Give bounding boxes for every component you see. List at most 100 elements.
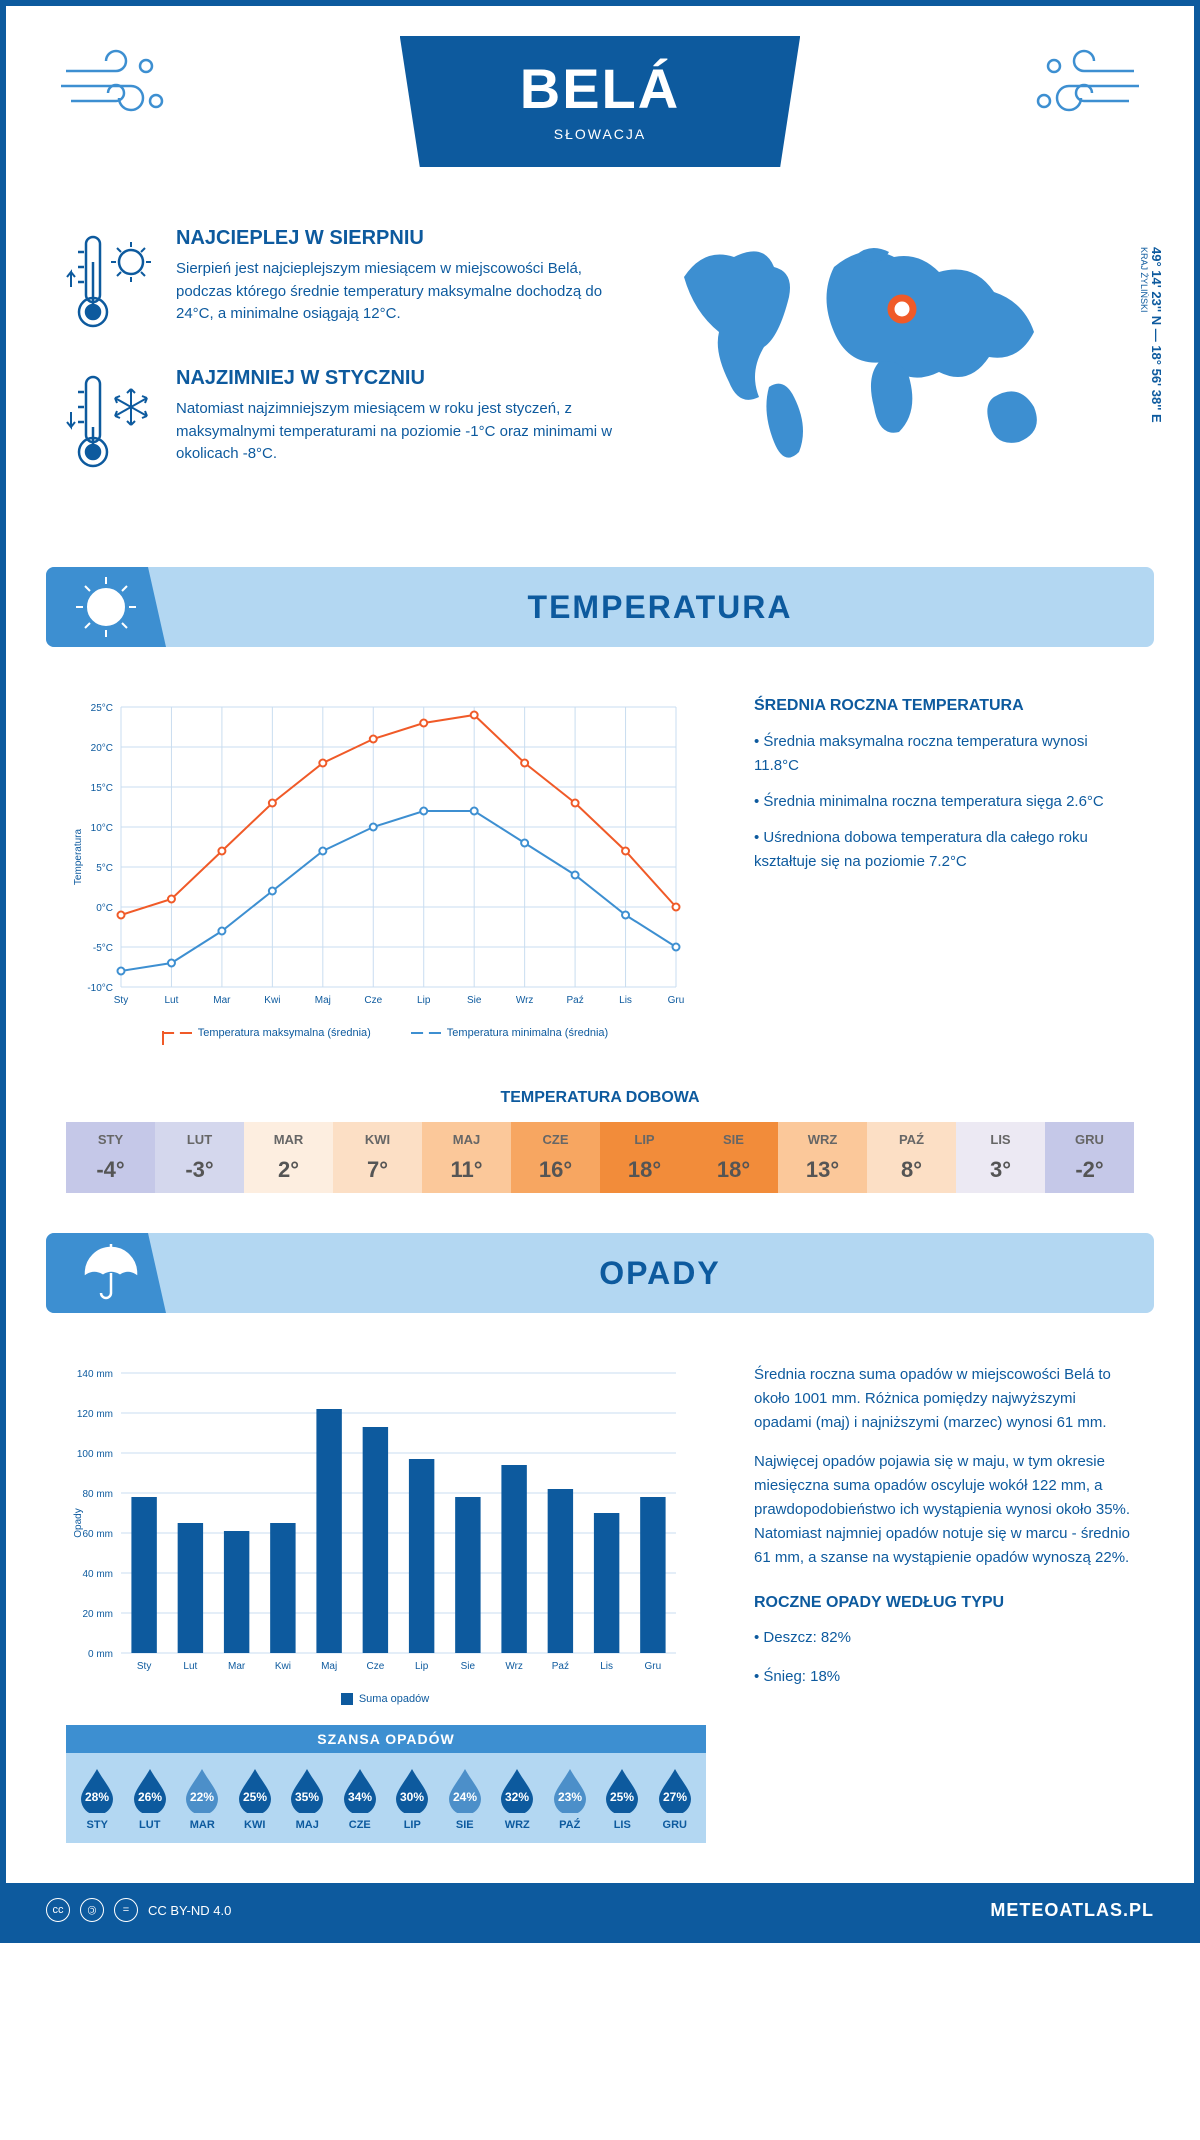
svg-text:Sty: Sty bbox=[114, 995, 128, 1006]
footer: cc 🄯 = CC BY-ND 4.0 METEOATLAS.PL bbox=[6, 1883, 1194, 1937]
daily-title: TEMPERATURA DOBOWA bbox=[6, 1089, 1194, 1107]
daily-cell: KWI7° bbox=[333, 1122, 422, 1193]
wind-icon bbox=[1024, 46, 1144, 126]
daily-cell: LIP18° bbox=[600, 1122, 689, 1193]
svg-text:27%: 27% bbox=[663, 1790, 687, 1804]
info-left: NAJCIEPLEJ W SIERPNIU Sierpień jest najc… bbox=[66, 227, 614, 507]
city-name: BELÁ bbox=[520, 56, 680, 121]
world-map-icon bbox=[654, 227, 1114, 477]
footer-license: cc 🄯 = CC BY-ND 4.0 bbox=[46, 1898, 231, 1922]
svg-text:25%: 25% bbox=[243, 1790, 267, 1804]
coordinates: 49° 14' 23'' N — 18° 56' 38'' E KRAJ ŻYL… bbox=[1139, 247, 1164, 423]
svg-text:Lip: Lip bbox=[417, 995, 431, 1006]
svg-text:15°C: 15°C bbox=[91, 783, 113, 794]
daily-cell: STY-4° bbox=[66, 1122, 155, 1193]
chance-cell: 26% LUT bbox=[124, 1765, 177, 1831]
svg-text:25°C: 25°C bbox=[91, 703, 113, 714]
svg-text:0 mm: 0 mm bbox=[88, 1649, 113, 1660]
thermometer-sun-icon bbox=[66, 227, 156, 337]
precip-p2: Najwięcej opadów pojawia się w maju, w t… bbox=[754, 1450, 1134, 1570]
warmest-title: NAJCIEPLEJ W SIERPNIU bbox=[176, 227, 614, 250]
precipitation-chart: 0 mm20 mm40 mm60 mm80 mm100 mm120 mm140 … bbox=[66, 1363, 704, 1705]
daily-cell: MAR2° bbox=[244, 1122, 333, 1193]
nd-icon: = bbox=[114, 1898, 138, 1922]
svg-text:Wrz: Wrz bbox=[516, 995, 534, 1006]
section-title: OPADY bbox=[166, 1255, 1154, 1292]
temp-info-b3: • Uśredniona dobowa temperatura dla całe… bbox=[754, 826, 1134, 874]
svg-text:Paź: Paź bbox=[566, 995, 583, 1006]
chance-title: SZANSA OPADÓW bbox=[66, 1725, 706, 1753]
section-header-temp: TEMPERATURA bbox=[46, 567, 1154, 647]
svg-text:Temperatura: Temperatura bbox=[73, 828, 84, 885]
svg-text:Maj: Maj bbox=[321, 1661, 337, 1672]
svg-text:Cze: Cze bbox=[366, 1661, 384, 1672]
svg-text:Gru: Gru bbox=[668, 995, 685, 1006]
svg-text:Gru: Gru bbox=[645, 1661, 662, 1672]
warmest-block: NAJCIEPLEJ W SIERPNIU Sierpień jest najc… bbox=[66, 227, 614, 337]
svg-text:Sty: Sty bbox=[137, 1661, 151, 1672]
svg-text:26%: 26% bbox=[138, 1790, 162, 1804]
by-icon: 🄯 bbox=[80, 1898, 104, 1922]
chance-cell: 32% WRZ bbox=[491, 1765, 544, 1831]
precip-info: Średnia roczna suma opadów w miejscowośc… bbox=[754, 1363, 1134, 1705]
svg-text:Lut: Lut bbox=[165, 995, 179, 1006]
svg-text:30%: 30% bbox=[400, 1790, 424, 1804]
svg-text:35%: 35% bbox=[295, 1790, 319, 1804]
chance-box: SZANSA OPADÓW 28% STY 26% LUT 22% MAR bbox=[66, 1725, 706, 1843]
title-banner: BELÁ SŁOWACJA bbox=[400, 36, 800, 167]
daily-cell: SIE18° bbox=[689, 1122, 778, 1193]
wind-icon bbox=[56, 46, 176, 126]
svg-text:20 mm: 20 mm bbox=[82, 1609, 113, 1620]
section-title: TEMPERATURA bbox=[166, 589, 1154, 626]
temp-content: -10°C-5°C0°C5°C10°C15°C20°C25°CStyLutMar… bbox=[6, 667, 1194, 1069]
svg-text:28%: 28% bbox=[85, 1790, 109, 1804]
precip-content: 0 mm20 mm40 mm60 mm80 mm100 mm120 mm140 … bbox=[6, 1333, 1194, 1725]
svg-text:40 mm: 40 mm bbox=[82, 1569, 113, 1580]
svg-text:24%: 24% bbox=[453, 1790, 477, 1804]
svg-text:Maj: Maj bbox=[315, 995, 331, 1006]
precip-type-title: ROCZNE OPADY WEDŁUG TYPU bbox=[754, 1590, 1134, 1616]
svg-text:34%: 34% bbox=[348, 1790, 372, 1804]
svg-text:25%: 25% bbox=[610, 1790, 634, 1804]
svg-text:Cze: Cze bbox=[364, 995, 382, 1006]
coldest-text: Natomiast najzimniejszym miesiącem w rok… bbox=[176, 398, 614, 466]
chance-cell: 35% MAJ bbox=[281, 1765, 334, 1831]
svg-text:Lis: Lis bbox=[600, 1661, 613, 1672]
header: BELÁ SŁOWACJA bbox=[6, 6, 1194, 207]
country-name: SŁOWACJA bbox=[520, 126, 680, 142]
temp-info-title: ŚREDNIA ROCZNA TEMPERATURA bbox=[754, 697, 1134, 715]
daily-cell: PAŹ8° bbox=[867, 1122, 956, 1193]
daily-cell: LUT-3° bbox=[155, 1122, 244, 1193]
page: BELÁ SŁOWACJA NAJCIEPLEJ W SIERPNIU Sier… bbox=[0, 0, 1200, 1943]
svg-text:Sie: Sie bbox=[467, 995, 482, 1006]
temp-info: ŚREDNIA ROCZNA TEMPERATURA • Średnia mak… bbox=[754, 697, 1134, 1039]
svg-text:Lut: Lut bbox=[183, 1661, 197, 1672]
svg-text:60 mm: 60 mm bbox=[82, 1529, 113, 1540]
chance-cell: 25% KWI bbox=[229, 1765, 282, 1831]
sun-icon bbox=[46, 567, 166, 647]
precip-rain: • Deszcz: 82% bbox=[754, 1626, 1134, 1650]
daily-cell: CZE16° bbox=[511, 1122, 600, 1193]
svg-text:32%: 32% bbox=[505, 1790, 529, 1804]
svg-text:Opady: Opady bbox=[73, 1508, 84, 1537]
chance-cell: 27% GRU bbox=[649, 1765, 702, 1831]
svg-text:Mar: Mar bbox=[228, 1661, 246, 1672]
warmest-text: Sierpień jest najcieplejszym miesiącem w… bbox=[176, 258, 614, 326]
daily-table: STY-4° LUT-3° MAR2° KWI7° MAJ11° CZE16° … bbox=[66, 1122, 1134, 1193]
chance-cell: 23% PAŹ bbox=[544, 1765, 597, 1831]
chance-cell: 34% CZE bbox=[334, 1765, 387, 1831]
svg-text:Lis: Lis bbox=[619, 995, 632, 1006]
daily-cell: WRZ13° bbox=[778, 1122, 867, 1193]
umbrella-icon bbox=[46, 1233, 166, 1313]
chance-cell: 22% MAR bbox=[176, 1765, 229, 1831]
daily-cell: MAJ11° bbox=[422, 1122, 511, 1193]
coldest-block: NAJZIMNIEJ W STYCZNIU Natomiast najzimni… bbox=[66, 367, 614, 477]
temp-legend: Temperatura maksymalna (średnia) Tempera… bbox=[66, 1027, 704, 1039]
svg-text:0°C: 0°C bbox=[96, 903, 113, 914]
svg-text:Kwi: Kwi bbox=[275, 1661, 291, 1672]
section-header-precip: OPADY bbox=[46, 1233, 1154, 1313]
svg-text:-10°C: -10°C bbox=[87, 983, 113, 994]
svg-text:120 mm: 120 mm bbox=[77, 1409, 113, 1420]
footer-site: METEOATLAS.PL bbox=[990, 1900, 1154, 1921]
svg-text:23%: 23% bbox=[558, 1790, 582, 1804]
